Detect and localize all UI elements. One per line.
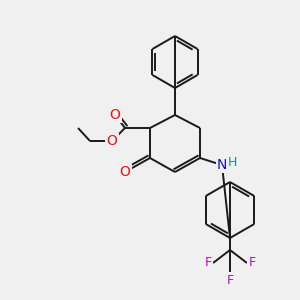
Text: F: F bbox=[248, 256, 256, 269]
Text: O: O bbox=[110, 108, 120, 122]
Text: O: O bbox=[120, 165, 130, 179]
Text: H: H bbox=[227, 157, 237, 169]
Text: O: O bbox=[106, 134, 117, 148]
Text: F: F bbox=[226, 274, 234, 286]
Text: N: N bbox=[217, 158, 227, 172]
Text: F: F bbox=[204, 256, 211, 269]
